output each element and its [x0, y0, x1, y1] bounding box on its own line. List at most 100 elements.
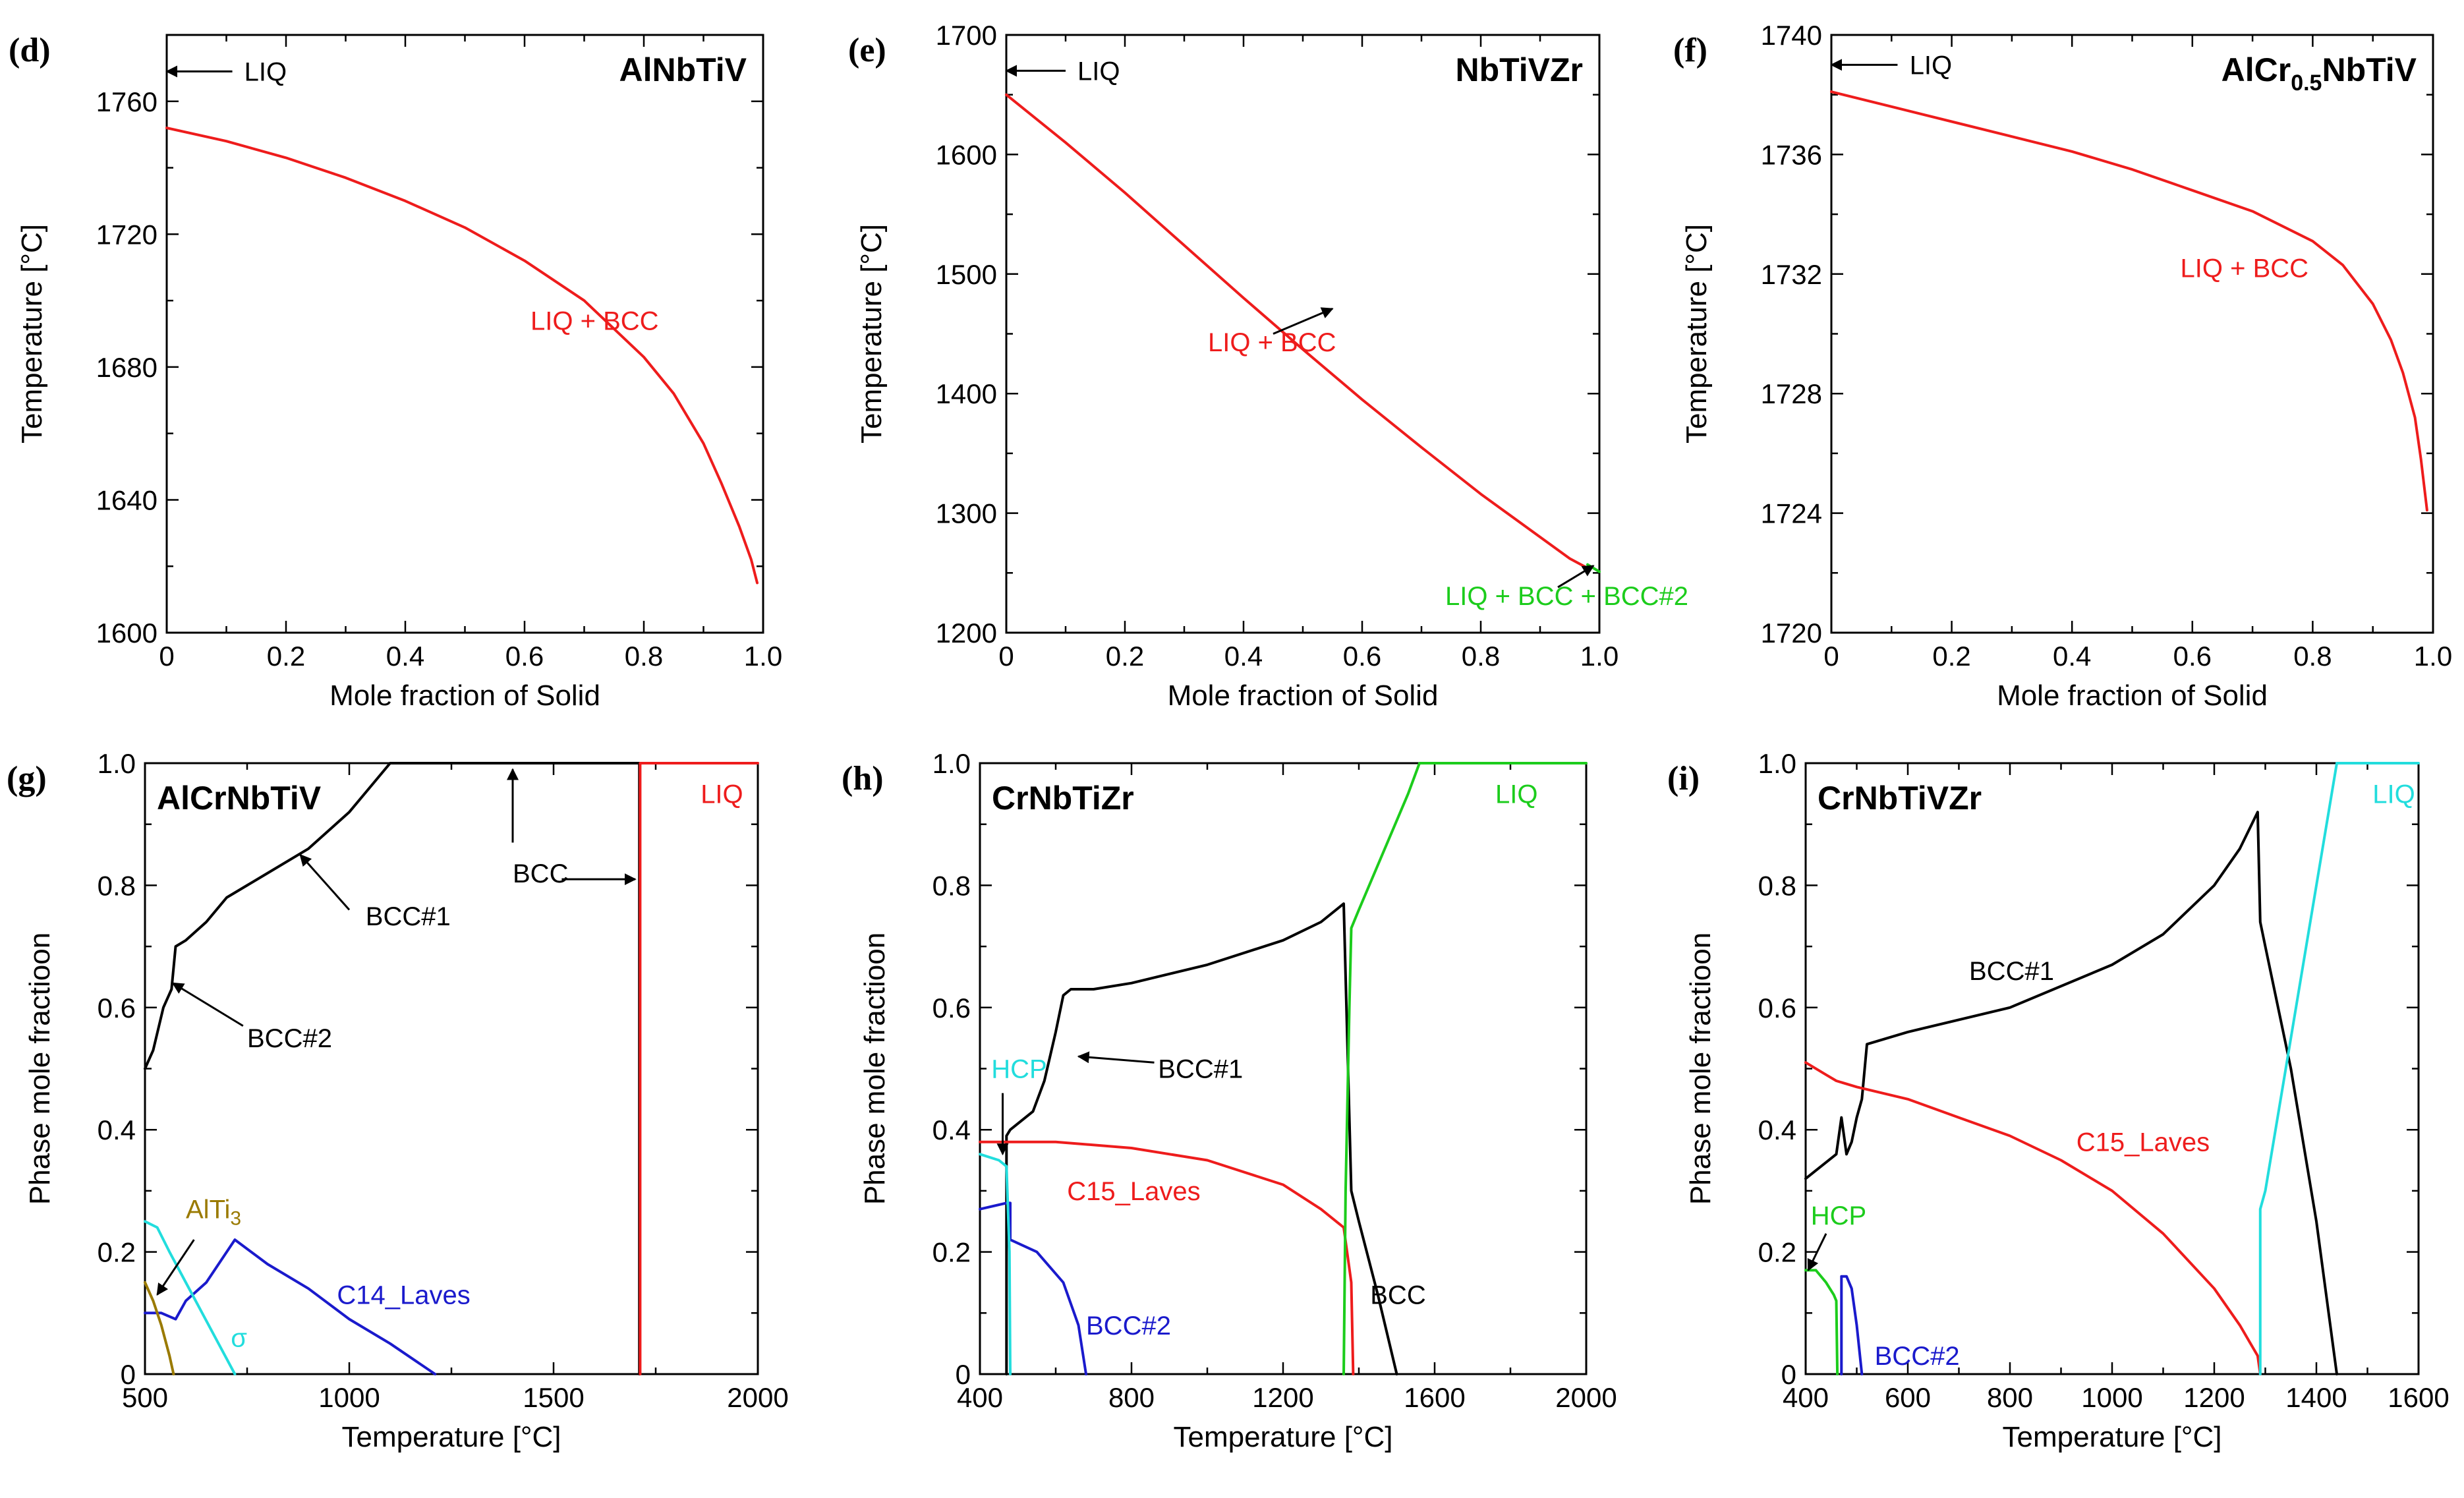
annotation-label: BCC#1 [366, 902, 451, 931]
annotation-text: BCC#2 [1086, 1311, 1171, 1340]
series-line-bcc-1-bcc [1005, 902, 1398, 1375]
annotation-label: BCC#2 [1086, 1311, 1171, 1340]
series-line-- [144, 1220, 237, 1375]
y-tick-label: 1728 [1761, 378, 1822, 409]
annotation-text: LIQ + BCC [1208, 328, 1336, 357]
annotation-subscript: 3 [230, 1208, 241, 1230]
y-tick-label: 1200 [936, 618, 997, 648]
y-tick-label: 0.8 [1758, 870, 1796, 901]
panel-title-main: AlNbTiV [619, 51, 747, 88]
annotation-label: BCC [1370, 1281, 1425, 1310]
panel-f: 0 0.2 0.4 0.6 0.8 1.0 1720 1724 1728 1732 1736 1740… [1673, 20, 2452, 712]
annotation-text: HCP [1811, 1201, 1866, 1230]
annotation-label: HCP [991, 1055, 1046, 1084]
y-axis-title: Phase mole fractioon [859, 933, 891, 1205]
panel-title-main: CrNbTiVZr [1818, 780, 1982, 817]
annotation-label: AlTi3 [186, 1196, 241, 1230]
annotation-text: LIQ [1077, 57, 1120, 86]
annotation-label: LIQ [701, 780, 743, 809]
y-tick-label: 0.4 [98, 1114, 136, 1145]
annotation-label: C15_Laves [1067, 1177, 1200, 1206]
panel-title: CrNbTiZr [992, 780, 1134, 817]
annotation-label: BCC#1 [1158, 1055, 1243, 1084]
y-tick-label: 0.2 [98, 1237, 136, 1268]
y-axis-title: Temperature [°C] [16, 224, 48, 444]
y-tick-label: 0.8 [98, 870, 136, 901]
y-tick-label: 1740 [1761, 20, 1822, 51]
x-tick-label: 1400 [2285, 1382, 2347, 1413]
panel-title: NbTiVZr [1455, 51, 1583, 88]
annotation-text: C15_Laves [1067, 1177, 1200, 1206]
x-tick-label: 0.2 [267, 641, 305, 672]
panel-title-main: NbTiVZr [1455, 51, 1583, 88]
panel-title-main: AlCrNbTiV [157, 780, 322, 817]
panel-title-main: CrNbTiZr [992, 780, 1134, 817]
y-tick-label: 1.0 [1758, 748, 1796, 779]
y-tick-label: 0 [956, 1359, 971, 1390]
x-tick-label: 0 [1823, 641, 1839, 672]
y-tick-label: 1600 [96, 618, 158, 648]
y-tick-label: 0.6 [932, 993, 971, 1023]
panel-title: AlCrNbTiV [157, 780, 322, 817]
annotation-label: LIQ + BCC [2181, 254, 2309, 283]
x-tick-label: 1600 [2388, 1382, 2449, 1413]
annotation-label: LIQ [1077, 57, 1120, 86]
plot-frame [979, 762, 1588, 1375]
y-tick-label: 1720 [1761, 618, 1822, 648]
y-tick-label: 1.0 [932, 748, 971, 779]
x-axis-title: Temperature [°C] [341, 1421, 561, 1453]
y-tick-label: 0.6 [1758, 993, 1796, 1023]
x-tick-label: 0.8 [2293, 641, 2332, 672]
y-tick-label: 0 [1781, 1359, 1796, 1390]
y-tick-label: 1732 [1761, 259, 1822, 290]
panel-letter: (g) [7, 760, 47, 797]
annotation-text: LIQ [244, 57, 287, 86]
series-line-alti3 [144, 1281, 175, 1375]
x-tick-label: 800 [1108, 1382, 1155, 1413]
annotation-label: HCP [1811, 1201, 1866, 1230]
annotation-text: LIQ [2372, 780, 2415, 809]
annotation-label: LIQ + BCC [530, 306, 659, 335]
y-tick-label: 1500 [936, 259, 997, 290]
annotation-label: LIQ [244, 57, 287, 86]
y-tick-label: 1700 [936, 20, 997, 51]
annotation-text: LIQ + BCC + BCC#2 [1445, 582, 1688, 611]
annotation-text: C14_Laves [337, 1281, 470, 1310]
plot-frame [1804, 762, 2420, 1375]
x-tick-label: 1200 [2183, 1382, 2245, 1413]
y-tick-label: 1300 [936, 498, 997, 529]
y-tick-label: 1680 [96, 352, 158, 383]
panel-title: AlCr0.5NbTiV [2221, 51, 2417, 96]
x-tick-label: 0.6 [2173, 641, 2212, 672]
annotation-text: HCP [991, 1055, 1046, 1084]
annotation-arrow [1557, 565, 1595, 589]
y-tick-label: 1600 [936, 139, 997, 170]
x-tick-label: 2000 [727, 1382, 788, 1413]
annotation-text: AlTi [186, 1196, 230, 1224]
x-tick-label: 1200 [1252, 1382, 1313, 1413]
series-line-bcc-2 [979, 1201, 1087, 1375]
x-tick-label: 0.8 [625, 641, 663, 672]
y-tick-label: 0.2 [1758, 1237, 1796, 1268]
series-line-liq [1342, 762, 1588, 1375]
x-tick-label: 0.2 [1106, 641, 1144, 672]
x-axis-title: Mole fraction of Solid [329, 679, 600, 712]
y-tick-label: 0.2 [932, 1237, 971, 1268]
x-tick-label: 1.0 [2414, 641, 2452, 672]
x-tick-label: 1500 [523, 1382, 584, 1413]
annotation-label: BCC [513, 859, 568, 888]
panel-title-tail: NbTiV [2322, 51, 2417, 88]
series-line-c15-laves [979, 1140, 1355, 1375]
annotation-text: LIQ + BCC [530, 306, 659, 335]
x-tick-label: 500 [122, 1382, 168, 1413]
annotation-arrow [1807, 1233, 1827, 1272]
y-tick-label: 1760 [96, 86, 158, 117]
panel-title: CrNbTiVZr [1818, 780, 1982, 817]
y-tick-label: 1400 [936, 378, 997, 409]
y-tick-label: 0.4 [1758, 1114, 1796, 1145]
series-line-bcc-2-bcc-1-bcc [144, 762, 641, 1375]
x-tick-label: 0 [998, 641, 1014, 672]
y-tick-label: 1736 [1761, 139, 1822, 170]
series-line-liq-bcc [1005, 93, 1589, 569]
